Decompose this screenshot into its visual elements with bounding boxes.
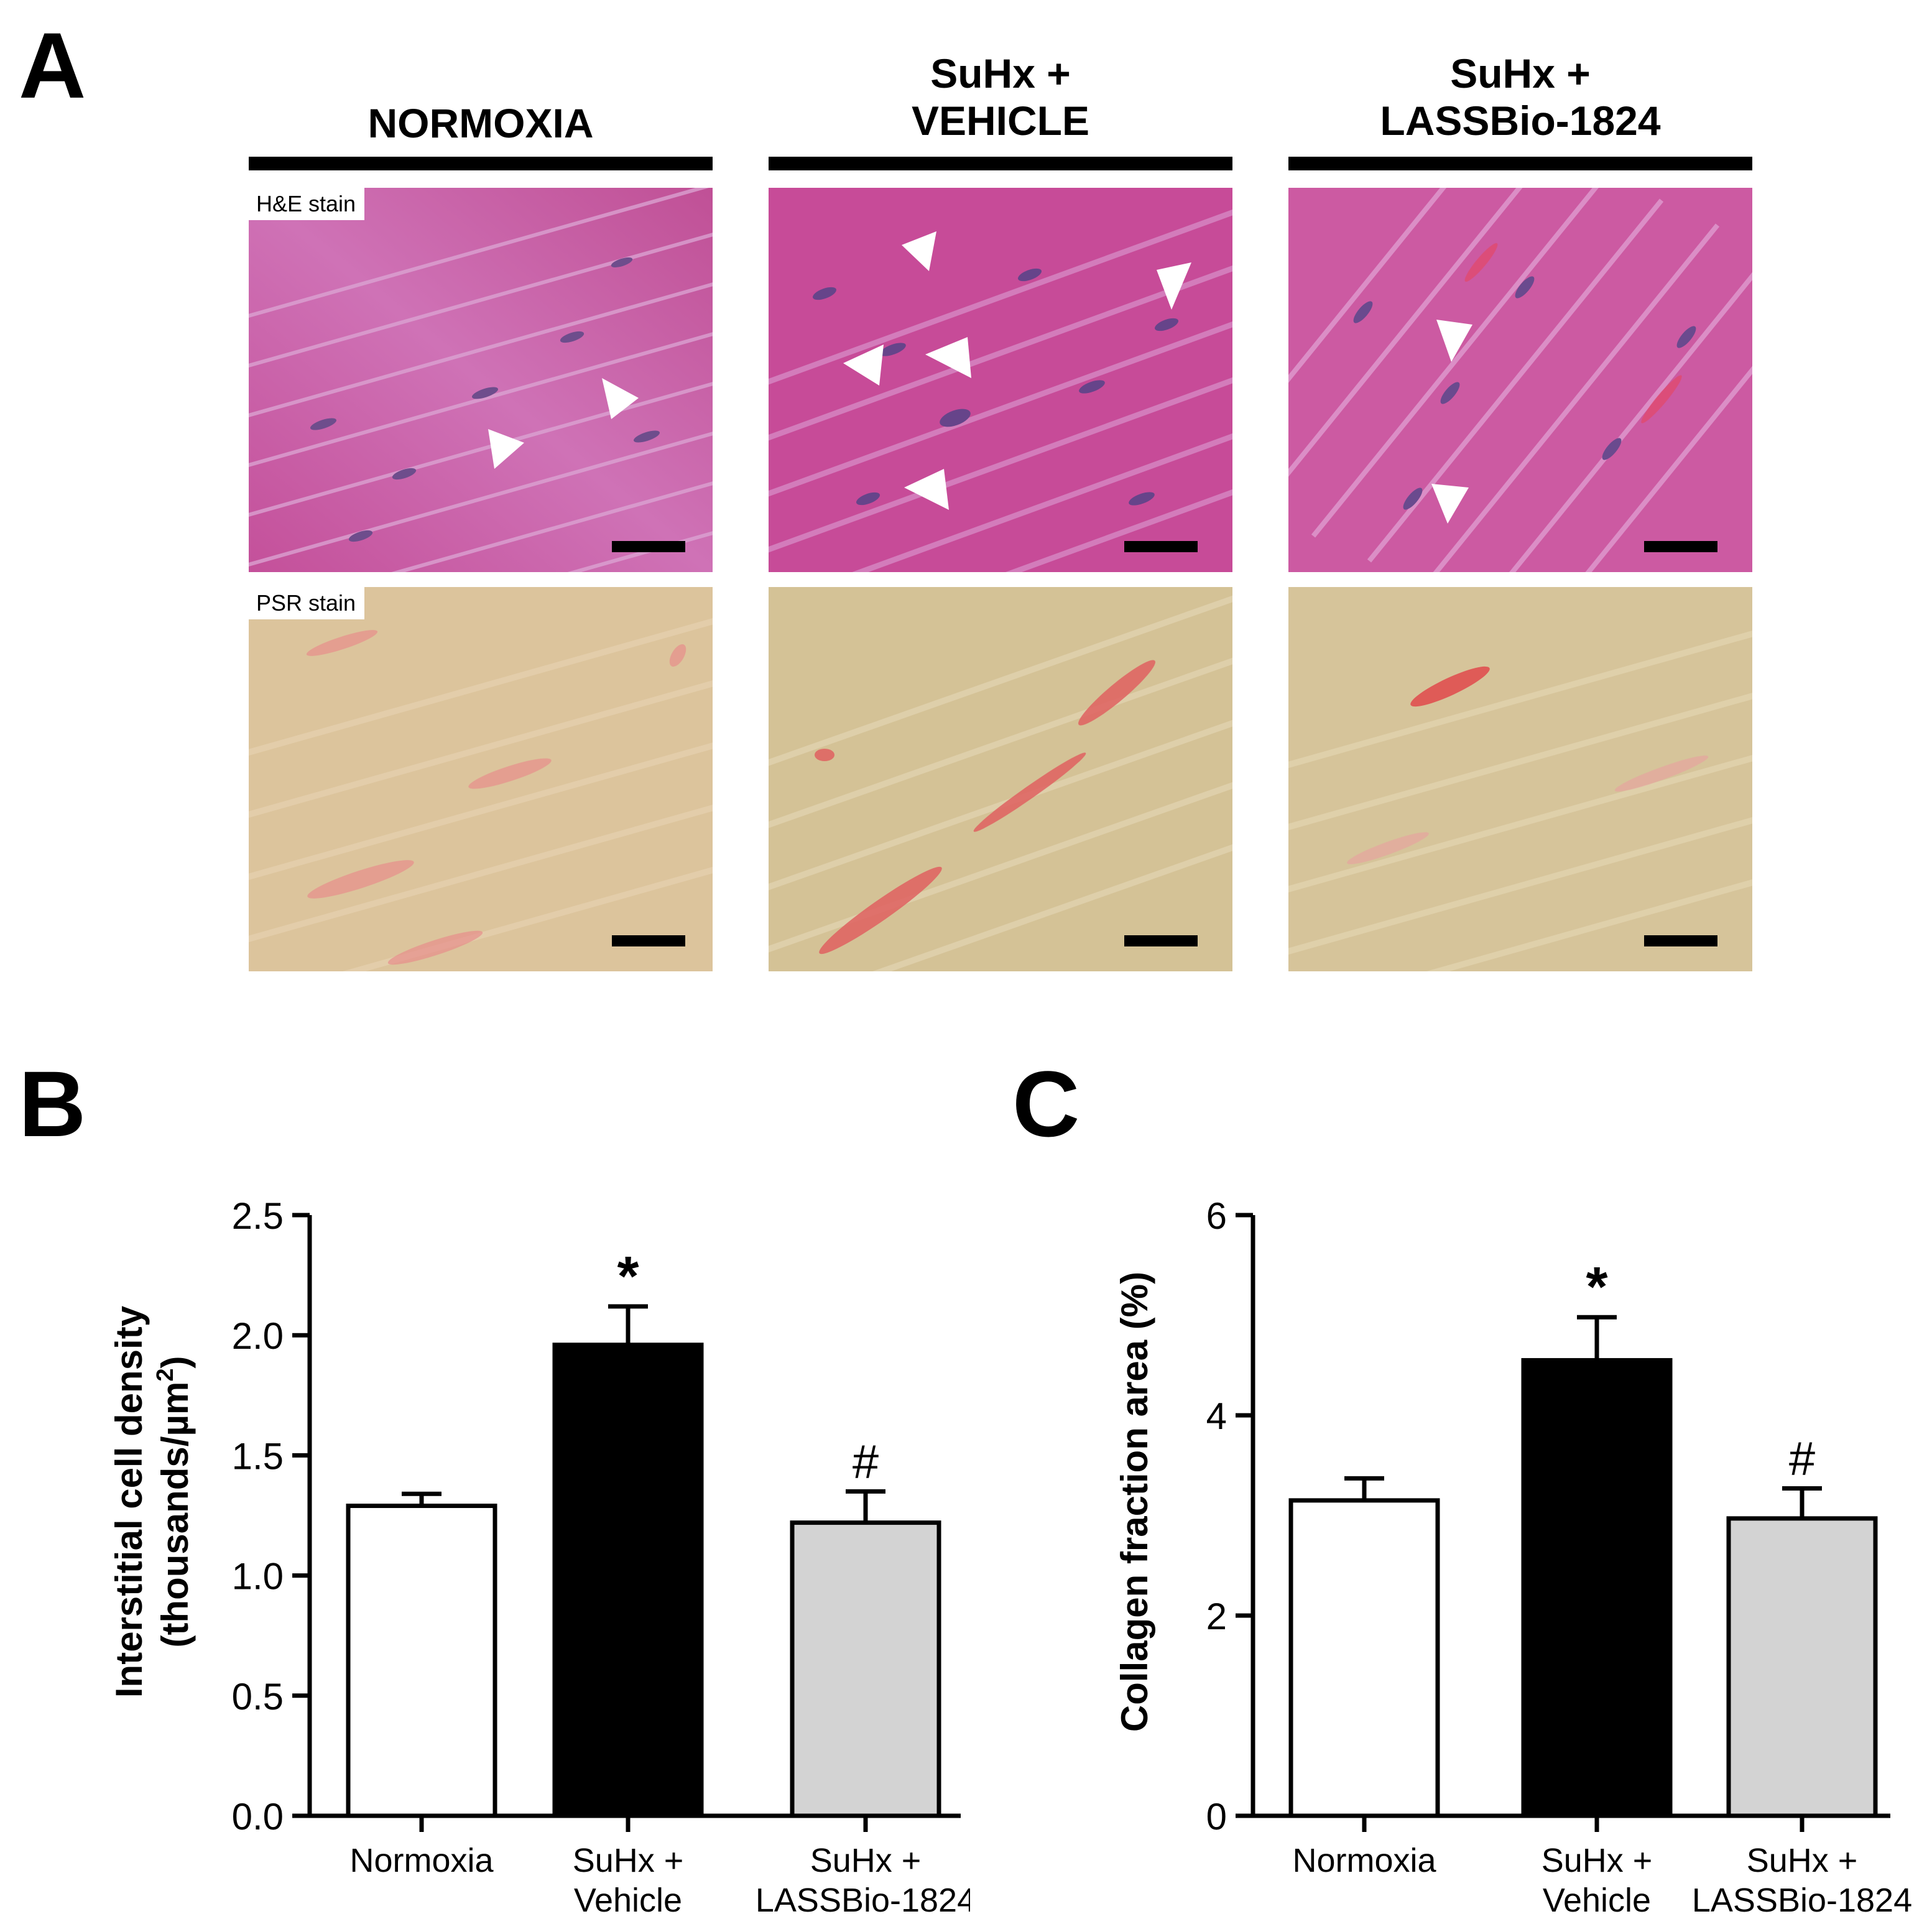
chart-c-ylabel: Collagen fraction area (%) — [1114, 1272, 1155, 1732]
y-tick-label: 1.5 — [232, 1435, 284, 1477]
chart-b-ylabel-line2: (thousands/µm2) — [152, 1356, 196, 1647]
group-title-line2: NORMOXIA — [367, 100, 594, 146]
bar — [1288, 1498, 1440, 1818]
chart-c: Collagen fraction area (%) 0 2 4 6 Normoxia S… — [1114, 1195, 1912, 1919]
he-micrograph-vehicle — [769, 188, 1232, 572]
group-title-normoxia: NORMOXIA — [249, 99, 713, 147]
x-tick-label: SuHx + — [1747, 1842, 1858, 1879]
arrowhead-icon — [1436, 320, 1472, 362]
group-bar-normoxia — [249, 157, 713, 170]
scale-bar — [1124, 935, 1198, 946]
scale-bar — [1644, 935, 1717, 946]
he-stain-label: H&E stain — [249, 188, 365, 220]
x-tick-label: Vehicle — [1543, 1882, 1651, 1919]
group-bar-lassbio — [1288, 157, 1752, 170]
x-tick-label: SuHx + — [1541, 1842, 1653, 1879]
significance-asterisk: * — [1586, 1256, 1607, 1318]
scale-bar — [612, 541, 685, 552]
chart-b: Interstitial cell density (thousands/µm2… — [108, 1195, 970, 1919]
arrowhead-icon — [488, 429, 524, 469]
group-title-line2: LASSBio-1824 — [1380, 98, 1661, 144]
x-tick-label: Normoxia — [1292, 1842, 1436, 1879]
panel-a-letter: A — [19, 13, 86, 118]
arrowhead-icon — [1431, 484, 1469, 524]
y-tick-label: 1.0 — [232, 1556, 284, 1598]
arrowhead-icon — [925, 337, 971, 378]
significance-asterisk: * — [617, 1246, 639, 1308]
bar — [1726, 1516, 1878, 1818]
x-tick-label: SuHx + — [573, 1842, 684, 1879]
arrowhead-icon — [902, 231, 936, 271]
group-title-line2: VEHICLE — [911, 98, 1090, 144]
panel-c-letter: C — [1012, 1052, 1080, 1156]
psr-stain-label: PSR stain — [249, 587, 365, 619]
psr-micrograph-vehicle — [769, 587, 1232, 971]
scale-bar — [612, 935, 685, 946]
x-tick-label: Vehicle — [574, 1882, 682, 1919]
he-micrograph-normoxia: H&E stain — [249, 188, 713, 572]
significance-hash: # — [1789, 1433, 1815, 1486]
bar — [552, 1343, 704, 1818]
bar — [790, 1520, 941, 1818]
y-tick-label: 2 — [1206, 1596, 1227, 1637]
y-tick-label: 0 — [1206, 1796, 1227, 1838]
y-tick-label: 0.5 — [232, 1676, 284, 1718]
arrowhead-icon — [602, 378, 639, 419]
x-tick-label: Normoxia — [349, 1842, 494, 1879]
arrowhead-icon — [1157, 262, 1191, 310]
scale-bar — [1124, 541, 1198, 552]
x-tick-label: LASSBio-1824 — [1692, 1882, 1912, 1919]
psr-micrograph-normoxia: PSR stain — [249, 587, 713, 971]
chart-c-ylabel-line1: Collagen fraction area (%) — [1114, 1272, 1155, 1732]
y-tick-label: 2.5 — [232, 1195, 284, 1237]
psr-micrograph-lassbio — [1288, 587, 1752, 971]
chart-b-ylabel-line1: Interstitial cell density — [108, 1305, 150, 1698]
chart-b-ylabel: Interstitial cell density (thousands/µm2… — [108, 1305, 196, 1698]
group-bar-vehicle — [769, 157, 1232, 170]
group-title-vehicle: SuHx + VEHICLE — [769, 50, 1232, 144]
he-micrograph-lassbio — [1288, 188, 1752, 572]
y-tick-label: 2.0 — [232, 1315, 284, 1357]
bar — [346, 1504, 497, 1818]
bar — [1521, 1357, 1673, 1818]
y-tick-label: 6 — [1206, 1195, 1227, 1237]
x-tick-label: LASSBio-1824 — [756, 1882, 970, 1919]
significance-hash: # — [853, 1435, 879, 1488]
x-tick-label: SuHx + — [810, 1842, 922, 1879]
group-title-line1: SuHx + — [930, 50, 1071, 96]
arrowhead-icon — [904, 469, 949, 510]
y-tick-label: 0.0 — [232, 1796, 284, 1838]
scale-bar — [1644, 541, 1717, 552]
panel-b-letter: B — [19, 1052, 86, 1156]
y-tick-label: 4 — [1206, 1395, 1227, 1437]
group-title-line1: SuHx + — [1450, 50, 1591, 96]
group-title-lassbio: SuHx + LASSBio-1824 — [1288, 50, 1752, 144]
arrowhead-icon — [843, 345, 884, 386]
